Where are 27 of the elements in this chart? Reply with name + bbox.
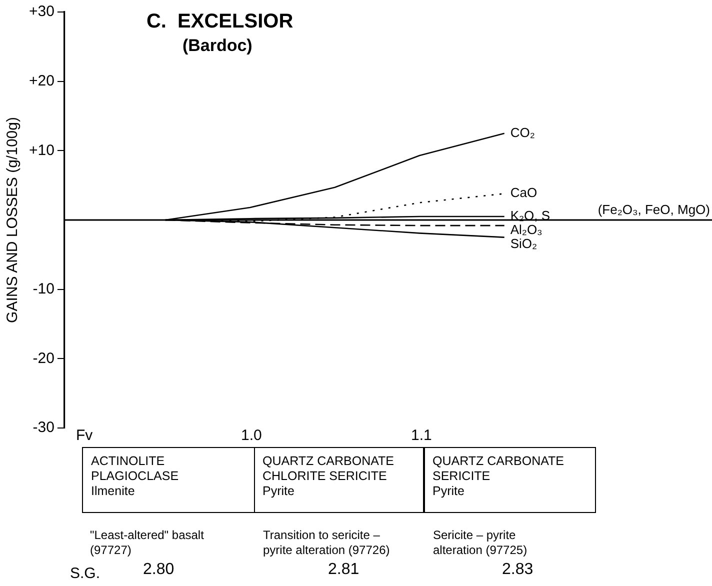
series-label: CO₂: [510, 124, 535, 140]
y-tick-label: -10: [32, 280, 54, 298]
y-tick-label: -30: [32, 419, 54, 436]
text: "Least-altered" basalt (97727): [90, 528, 204, 558]
annotation: 1.0: [241, 427, 262, 444]
text: 2.83: [502, 561, 534, 579]
text: Transition to sericite – pyrite alteration (97726): [263, 528, 390, 558]
text: S.G.: [70, 565, 100, 582]
chart-title: C. EXCELSIOR: [146, 10, 294, 33]
text: (Bardoc): [182, 36, 252, 56]
text: ACTINOLITE PLAGIOCLASE Ilmenite: [91, 454, 180, 499]
series-label: CaO: [510, 185, 538, 200]
y-axis-title: GAINS AND LOSSES (g/100g): [4, 117, 22, 323]
y-tick-label: -20: [32, 350, 54, 367]
text: 2.81: [328, 561, 360, 579]
text: Sericite – pyrite alteration (97725): [433, 528, 528, 558]
text: QUARTZ CARBONATE CHLORITE SERICITE Pyrite: [262, 454, 395, 499]
y-tick-label: +30: [28, 3, 54, 20]
text: 2.80: [143, 561, 174, 579]
y-tick-label: +20: [28, 72, 54, 90]
annotation: 1.1: [411, 427, 432, 444]
series-label: Al₂O₃: [510, 222, 542, 238]
text: QUARTZ CARBONATE SERICITE Pyrite: [432, 454, 565, 499]
series-label: SiO₂: [510, 236, 538, 252]
y-tick-label: +10: [28, 142, 54, 159]
ref-line-label: (Fe₂O₃, FeO, MgO): [598, 202, 710, 218]
text: Fv: [76, 427, 93, 444]
